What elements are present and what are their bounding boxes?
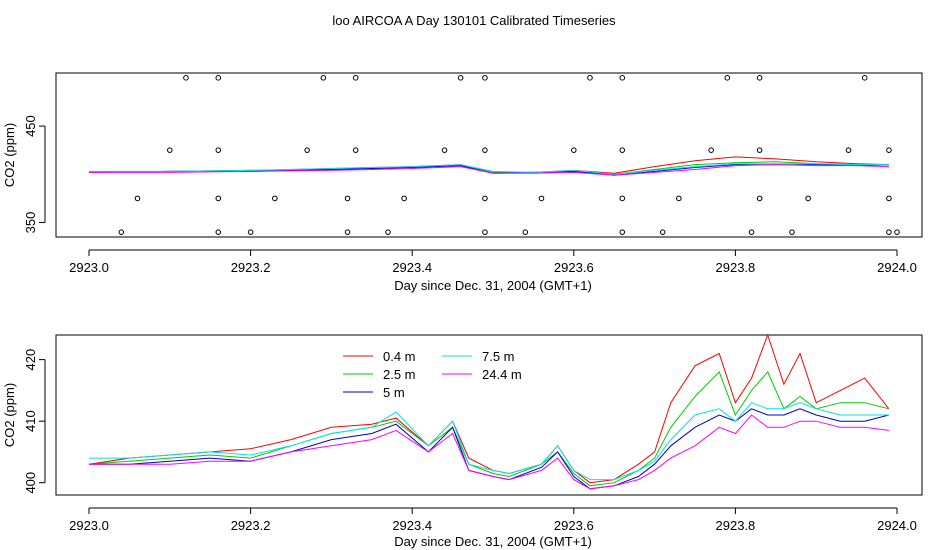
outlier-point	[441, 147, 448, 153]
y-axis-label: CO2 (ppm)	[2, 383, 17, 447]
outlier-point	[457, 75, 464, 81]
outlier-point	[482, 195, 488, 202]
y-tick-label: 450	[23, 115, 38, 137]
outlier-point	[756, 195, 763, 202]
outlier-point	[215, 229, 222, 235]
outlier-point	[352, 147, 359, 153]
y-tick-label: 400	[23, 472, 38, 494]
outlier-point	[845, 147, 852, 153]
outlier-point	[304, 147, 310, 153]
x-tick-label: 2923.2	[231, 260, 271, 275]
outlier-point	[215, 147, 222, 153]
y-axis-label: CO2 (ppm)	[2, 123, 17, 187]
x-tick-label: 2923.6	[554, 260, 594, 275]
legend-label: 5 m	[383, 385, 405, 400]
outlier-point	[619, 75, 626, 81]
outlier-point	[756, 147, 763, 153]
outlier-point	[619, 147, 626, 153]
x-axis-label: Day since Dec. 31, 2004 (GMT+1)	[394, 278, 592, 293]
outlier-point	[482, 75, 488, 81]
outlier-point	[215, 195, 222, 202]
series-line	[89, 408, 890, 490]
outlier-point	[482, 229, 488, 235]
outlier-point	[522, 229, 529, 235]
outlier-point	[134, 195, 141, 202]
outlier-point	[352, 75, 359, 81]
x-tick-label: 2924.0	[877, 518, 917, 533]
outlier-point	[676, 195, 682, 202]
series-line	[89, 402, 889, 481]
x-tick-label: 2923.4	[392, 260, 432, 275]
x-tick-label: 2924.0	[877, 260, 917, 275]
plot-frame	[55, 72, 923, 238]
x-tick-label: 2923.6	[554, 518, 594, 533]
y-tick-label: 350	[23, 212, 38, 234]
x-tick-label: 2923.8	[716, 260, 756, 275]
outlier-point	[708, 147, 714, 153]
outlier-point	[886, 147, 892, 153]
x-tick-label: 2923.0	[69, 260, 109, 275]
x-tick-label: 2923.2	[231, 518, 271, 533]
series-line	[89, 414, 889, 490]
outlier-point	[401, 195, 407, 202]
outlier-point	[344, 229, 351, 235]
outlier-point	[320, 75, 327, 81]
outlier-point	[167, 147, 173, 153]
outlier-point	[344, 195, 351, 202]
outlier-point	[789, 229, 795, 235]
x-tick-label: 2923.4	[392, 518, 432, 533]
outlier-point	[587, 75, 593, 81]
series-line	[88, 164, 889, 176]
top-panel: 2923.0 2923.2 2923.4 2923.6 2923.8 2924.0 Day …	[2, 72, 923, 293]
outlier-point	[894, 229, 900, 235]
legend-label: 7.5 m	[482, 349, 515, 364]
legend-label: 0.4 m	[383, 349, 416, 364]
outlier-point	[805, 195, 811, 202]
outlier-point	[118, 229, 125, 235]
outlier-point	[886, 229, 892, 235]
series-line	[89, 163, 889, 175]
outlier-point	[659, 229, 666, 235]
x-tick-label: 2923.8	[716, 518, 756, 533]
outlier-point	[538, 195, 545, 202]
x-axis-label: Day since Dec. 31, 2004 (GMT+1)	[394, 534, 592, 549]
outlier-point	[183, 75, 189, 81]
series-line	[89, 164, 889, 176]
chart-title: loo AIRCOA A Day 130101 Calibrated Times…	[332, 13, 616, 28]
outlier-point	[861, 75, 868, 81]
outlier-point	[724, 75, 731, 81]
outlier-point	[756, 75, 763, 81]
outlier-point	[886, 195, 892, 202]
outlier-point	[619, 229, 626, 235]
bottom-panel: 2923.0 2923.2 2923.4 2923.6 2923.8 2924.0 Day …	[2, 333, 923, 549]
outlier-point	[247, 229, 254, 235]
outlier-point	[272, 195, 278, 202]
x-tick-label: 2923.0	[69, 518, 109, 533]
outlier-point	[385, 229, 391, 235]
outlier-point	[482, 147, 488, 153]
plot-frame	[55, 334, 923, 496]
y-tick-label: 420	[23, 349, 38, 371]
outlier-point	[215, 75, 222, 81]
y-tick-label: 410	[23, 410, 38, 432]
outlier-point	[748, 229, 755, 235]
legend-label: 24.4 m	[482, 367, 522, 382]
outlier-point	[619, 195, 626, 202]
outlier-point	[571, 147, 577, 153]
legend-label: 2.5 m	[383, 367, 416, 382]
